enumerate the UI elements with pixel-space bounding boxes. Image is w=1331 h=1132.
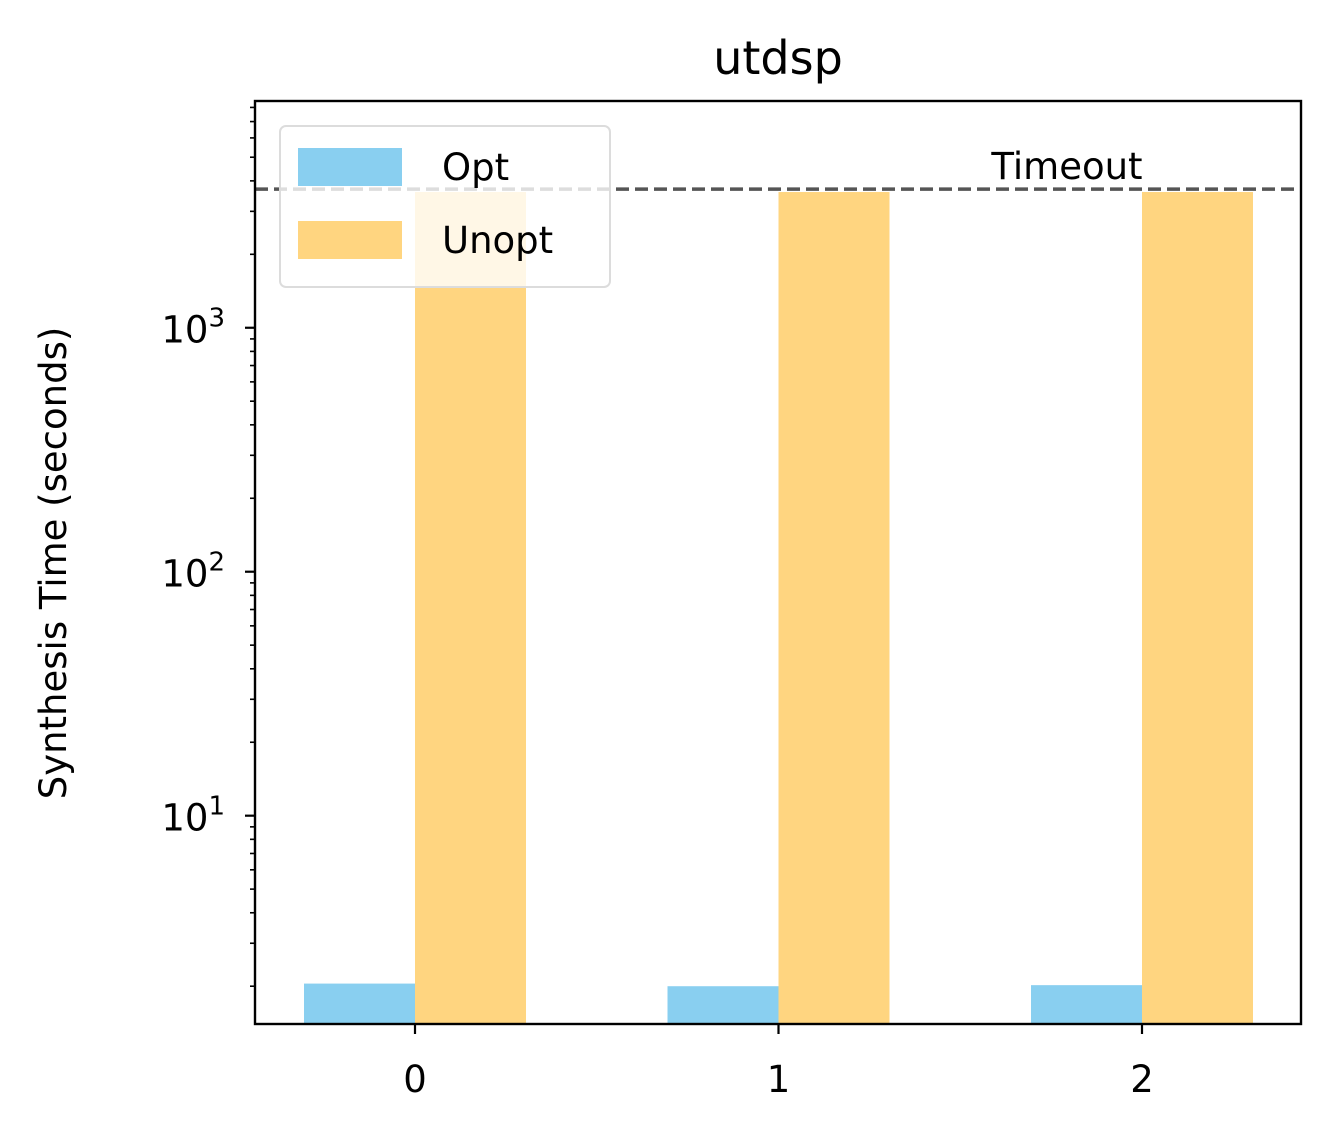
plot-frame — [253, 99, 1303, 1026]
x-axis-ticks: 0 1 2 — [403, 1024, 1154, 1101]
bar-unopt-2 — [1142, 192, 1253, 1025]
y-tick-label: 103 — [161, 304, 225, 352]
bar-unopt-1 — [778, 192, 890, 1025]
legend-swatch-opt — [298, 148, 402, 186]
bar-unopt-0 — [415, 192, 526, 1025]
legend-label-unopt: Unopt — [442, 219, 553, 262]
bars-group — [304, 192, 1253, 1025]
y-axis-ticks: 101 102 103 — [161, 106, 255, 988]
y-axis-label: Synthesis Time (seconds) — [32, 327, 75, 800]
x-tick-label: 1 — [767, 1058, 791, 1101]
legend: Opt Unopt — [279, 125, 611, 288]
bar-opt-1 — [667, 986, 779, 1024]
bar-opt-0 — [304, 983, 415, 1024]
legend-label-opt: Opt — [442, 146, 509, 189]
timeout-label: Timeout — [990, 145, 1142, 188]
x-tick-label: 2 — [1130, 1058, 1154, 1101]
y-tick-label: 101 — [161, 792, 225, 840]
chart-title: utdsp — [713, 31, 843, 85]
x-tick-label: 0 — [403, 1058, 427, 1101]
y-tick-label: 102 — [161, 548, 225, 596]
legend-swatch-unopt — [298, 221, 402, 259]
bar-opt-2 — [1031, 985, 1142, 1024]
